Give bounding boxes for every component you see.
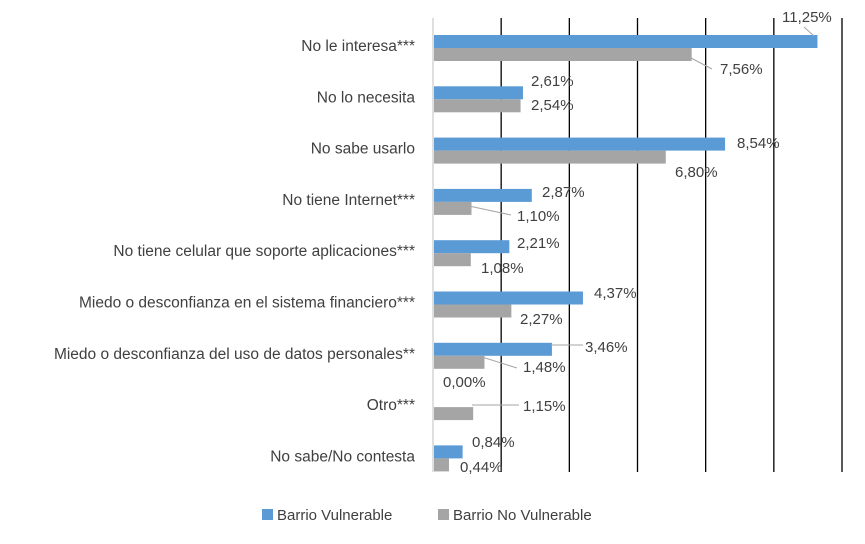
bar-vulnerable [434, 240, 510, 254]
data-label-no-vulnerable: 2,27% [520, 311, 563, 328]
category-label: Miedo o desconfianza en el sistema finan… [79, 295, 415, 312]
category-label: Otro*** [367, 397, 415, 414]
legend-swatch-no-vulnerable [438, 509, 449, 520]
leader-line [468, 205, 512, 216]
data-label-no-vulnerable: 2,54% [531, 97, 574, 114]
bar-no-vulnerable [434, 253, 471, 267]
category-label: No le interesa*** [301, 38, 415, 55]
data-label-vulnerable: 0,00% [443, 374, 486, 391]
bar-vulnerable [434, 342, 552, 356]
category-label: No lo necesita [317, 89, 416, 106]
category-label: No tiene celular que soporte aplicacione… [113, 243, 415, 260]
data-label-no-vulnerable: 6,80% [675, 164, 718, 181]
data-label-no-vulnerable: 1,15% [523, 398, 566, 415]
legend-label-no-vulnerable: Barrio No Vulnerable [453, 507, 592, 524]
category-labels: No le interesa*** No lo necesita No sabe u… [54, 38, 415, 465]
data-label-no-vulnerable: 7,56% [720, 61, 763, 78]
bar-no-vulnerable [434, 150, 666, 164]
data-label-vulnerable: 3,46% [585, 339, 628, 356]
bar-no-vulnerable [434, 48, 692, 61]
bar-vulnerable [434, 35, 818, 48]
data-label-vulnerable: 2,87% [542, 184, 585, 201]
data-label-vulnerable: 4,37% [594, 285, 637, 302]
bar-no-vulnerable [434, 407, 474, 421]
bar-vulnerable [434, 188, 532, 202]
bar-no-vulnerable [434, 201, 472, 215]
bar-no-vulnerable [434, 355, 485, 369]
data-label-no-vulnerable: 0,44% [460, 459, 503, 476]
data-label-vulnerable: 11,25% [782, 9, 832, 26]
category-label: No sabe usarlo [311, 141, 415, 158]
data-label-no-vulnerable: 1,48% [523, 359, 566, 376]
data-label-no-vulnerable: 1,08% [481, 260, 524, 277]
data-label-vulnerable: 2,61% [531, 73, 574, 90]
leader-line [803, 26, 815, 37]
gridlines [500, 18, 843, 472]
leader-line [481, 356, 518, 369]
bar-vulnerable [434, 86, 523, 100]
category-label: No sabe/No contesta [270, 448, 415, 465]
legend: Barrio Vulnerable Barrio No Vulnerable [262, 507, 592, 524]
category-label: No tiene Internet*** [282, 192, 415, 209]
bar-no-vulnerable [434, 458, 449, 472]
data-label-vulnerable: 2,21% [517, 235, 560, 252]
leader-line [690, 57, 713, 70]
bar-no-vulnerable [434, 99, 521, 113]
bars [434, 35, 818, 472]
bar-vulnerable [434, 445, 463, 459]
legend-swatch-vulnerable [262, 509, 273, 520]
category-label: Miedo o desconfianza del uso de datos pe… [54, 346, 415, 363]
data-labels: 11,25% 2,61% 8,54% 2,87% 2,21% 4,37% 3,46% 0,00… [443, 9, 832, 476]
bar-vulnerable [434, 137, 726, 151]
data-label-no-vulnerable: 1,10% [517, 208, 560, 225]
data-label-vulnerable: 8,54% [737, 135, 780, 152]
bar-no-vulnerable [434, 304, 512, 318]
bar-vulnerable [434, 291, 583, 305]
data-label-vulnerable: 0,84% [472, 434, 515, 451]
legend-label-vulnerable: Barrio Vulnerable [277, 507, 392, 524]
